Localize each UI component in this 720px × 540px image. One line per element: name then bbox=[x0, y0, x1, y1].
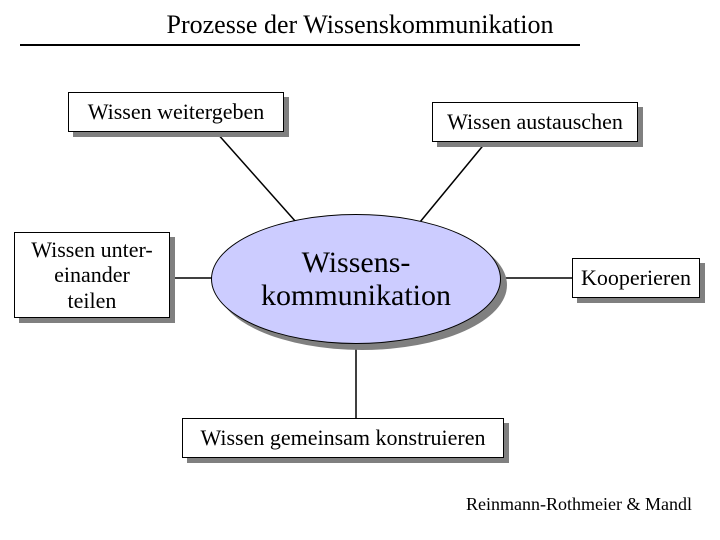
center-label-2: kommunikation bbox=[261, 279, 451, 312]
node-left-label-3: teilen bbox=[68, 288, 117, 313]
title-underline bbox=[20, 44, 580, 46]
node-left-label-2: einander bbox=[54, 262, 130, 287]
node-right: Kooperieren bbox=[572, 258, 700, 298]
edge-top-right bbox=[420, 142, 486, 222]
node-left-label-1: Wissen unter- bbox=[31, 237, 152, 262]
node-left: Wissen unter- einander teilen bbox=[14, 232, 170, 318]
node-top-left: Wissen weitergeben bbox=[68, 92, 284, 132]
center-ellipse: Wissens- kommunikation bbox=[211, 214, 501, 344]
node-bottom: Wissen gemeinsam konstruieren bbox=[182, 418, 504, 458]
node-bottom-label: Wissen gemeinsam konstruieren bbox=[200, 425, 485, 450]
page-title: Prozesse der Wissenskommunikation bbox=[0, 10, 720, 40]
node-top-left-label: Wissen weitergeben bbox=[88, 99, 264, 124]
attribution-text: Reinmann-Rothmeier & Mandl bbox=[466, 494, 692, 515]
node-top-right: Wissen austauschen bbox=[432, 102, 638, 142]
node-left-label: Wissen unter- einander teilen bbox=[31, 237, 152, 313]
edge-top-left bbox=[216, 132, 296, 222]
attribution-label: Reinmann-Rothmeier & Mandl bbox=[466, 494, 692, 514]
center-label-1: Wissens- bbox=[302, 246, 411, 279]
center-label: Wissens- kommunikation bbox=[261, 246, 451, 312]
node-right-label: Kooperieren bbox=[581, 265, 691, 290]
node-top-right-label: Wissen austauschen bbox=[447, 109, 623, 134]
